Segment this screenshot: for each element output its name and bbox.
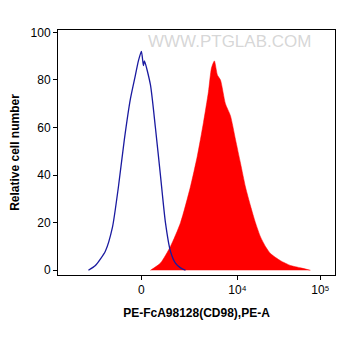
svg-text:60: 60	[37, 121, 51, 135]
svg-text:0: 0	[44, 263, 51, 277]
svg-text:10⁵: 10⁵	[311, 283, 329, 297]
svg-text:Relative cell number: Relative cell number	[8, 94, 22, 211]
svg-text:80: 80	[37, 73, 51, 87]
svg-text:100: 100	[31, 26, 51, 40]
svg-text:10⁴: 10⁴	[228, 283, 247, 297]
svg-text:WWW.PTGLAB.COM: WWW.PTGLAB.COM	[148, 32, 311, 51]
svg-text:PE-FcA98128(CD98),PE-A: PE-FcA98128(CD98),PE-A	[123, 306, 270, 320]
svg-text:0: 0	[138, 283, 145, 297]
svg-text:40: 40	[37, 168, 51, 182]
svg-text:20: 20	[37, 216, 51, 230]
